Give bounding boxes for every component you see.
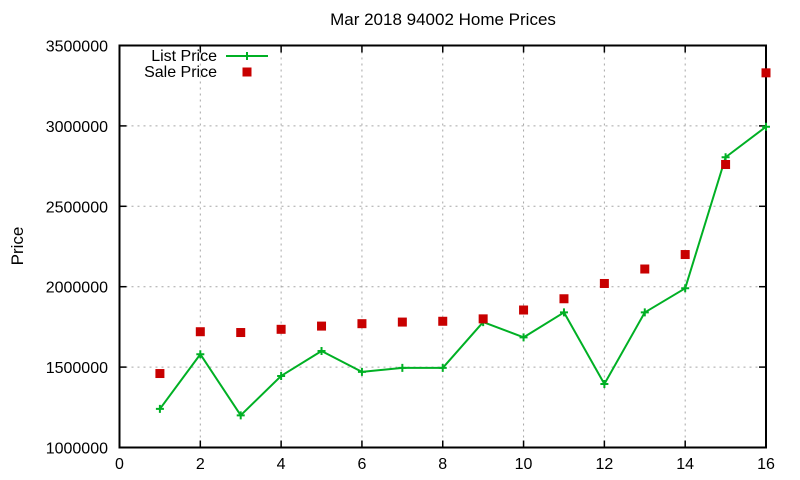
legend-label-sale-price: Sale Price: [144, 64, 217, 81]
list-price-plus-marker: [559, 308, 568, 317]
x-tick-label: 0: [115, 456, 124, 473]
sale-price-square-marker: [478, 314, 488, 324]
sale-price-square-marker: [599, 278, 609, 288]
sale-price-square-marker: [680, 250, 690, 260]
y-tick-labels: 1000000 1500000 2000000 2500000 3000000 35000…: [46, 39, 108, 458]
series-list-price: [155, 122, 770, 420]
axis-ticks: [118, 44, 767, 449]
x-tick-label: 14: [676, 456, 694, 473]
list-price-plus-marker: [317, 347, 326, 356]
legend-marker-list-price: [226, 52, 268, 60]
plot-area: 0 2 4 6 8 10 12 14 16 1000000 1500000 2000000 250000…: [46, 39, 775, 474]
sale-price-square-marker: [438, 316, 448, 326]
sale-price-square-marker: [397, 317, 407, 327]
x-tick-label: 6: [357, 456, 366, 473]
list-price-plus-marker: [155, 404, 164, 413]
list-price-plus-marker: [357, 367, 366, 376]
x-tick-label: 12: [595, 456, 613, 473]
list-price-plus-marker: [519, 333, 528, 342]
list-price-plus-marker: [721, 153, 730, 162]
y-axis-label: Price: [8, 227, 27, 266]
legend-marker-sale-price: [242, 67, 252, 77]
sale-price-square-marker: [276, 324, 286, 334]
list-price-plus-marker: [762, 122, 770, 131]
y-tick-label: 3000000: [46, 119, 108, 136]
y-tick-label: 1000000: [46, 441, 108, 458]
grid-lines: [119, 45, 766, 448]
sale-price-square-marker: [640, 264, 650, 274]
list-price-plus-marker: [681, 284, 690, 293]
list-price-plus-marker: [196, 350, 205, 359]
sale-price-square-marker: [559, 294, 569, 304]
list-price-plus-marker: [277, 371, 286, 380]
sale-price-square-marker: [519, 305, 529, 315]
x-tick-label: 8: [438, 456, 447, 473]
sale-price-square-marker: [236, 328, 246, 338]
x-tick-label: 10: [515, 456, 533, 473]
list-price-line: [159, 125, 767, 417]
list-price-plus-marker: [398, 363, 407, 372]
y-tick-label: 3500000: [46, 39, 108, 56]
y-tick-label: 2500000: [46, 199, 108, 216]
list-price-plus-marker: [640, 308, 649, 317]
x-tick-labels: 0 2 4 6 8 10 12 14 16: [115, 456, 775, 473]
series-sale-price: [155, 68, 771, 379]
sale-price-square-marker: [195, 327, 205, 337]
y-tick-label: 1500000: [46, 360, 108, 377]
list-price-plus-marker: [600, 379, 609, 388]
sale-price-square-marker: [155, 369, 165, 379]
legend-label-list-price: List Price: [151, 48, 217, 65]
sale-price-square-marker: [761, 68, 771, 78]
legend: List Price Sale Price: [144, 48, 268, 81]
x-tick-label: 16: [757, 456, 775, 473]
list-price-plus-marker: [236, 411, 245, 420]
legend-sale-price-square-marker: [242, 67, 252, 77]
plot-border: [118, 44, 767, 449]
legend-list-price-plus-marker: [243, 52, 251, 60]
y-tick-label: 2000000: [46, 280, 108, 297]
chart-title: Mar 2018 94002 Home Prices: [330, 10, 556, 29]
list-price-plus-marker: [438, 363, 447, 372]
sale-price-square-marker: [721, 159, 731, 169]
sale-price-square-marker: [357, 319, 367, 329]
x-tick-label: 4: [277, 456, 286, 473]
x-tick-label: 2: [196, 456, 205, 473]
sale-price-square-marker: [317, 321, 327, 331]
